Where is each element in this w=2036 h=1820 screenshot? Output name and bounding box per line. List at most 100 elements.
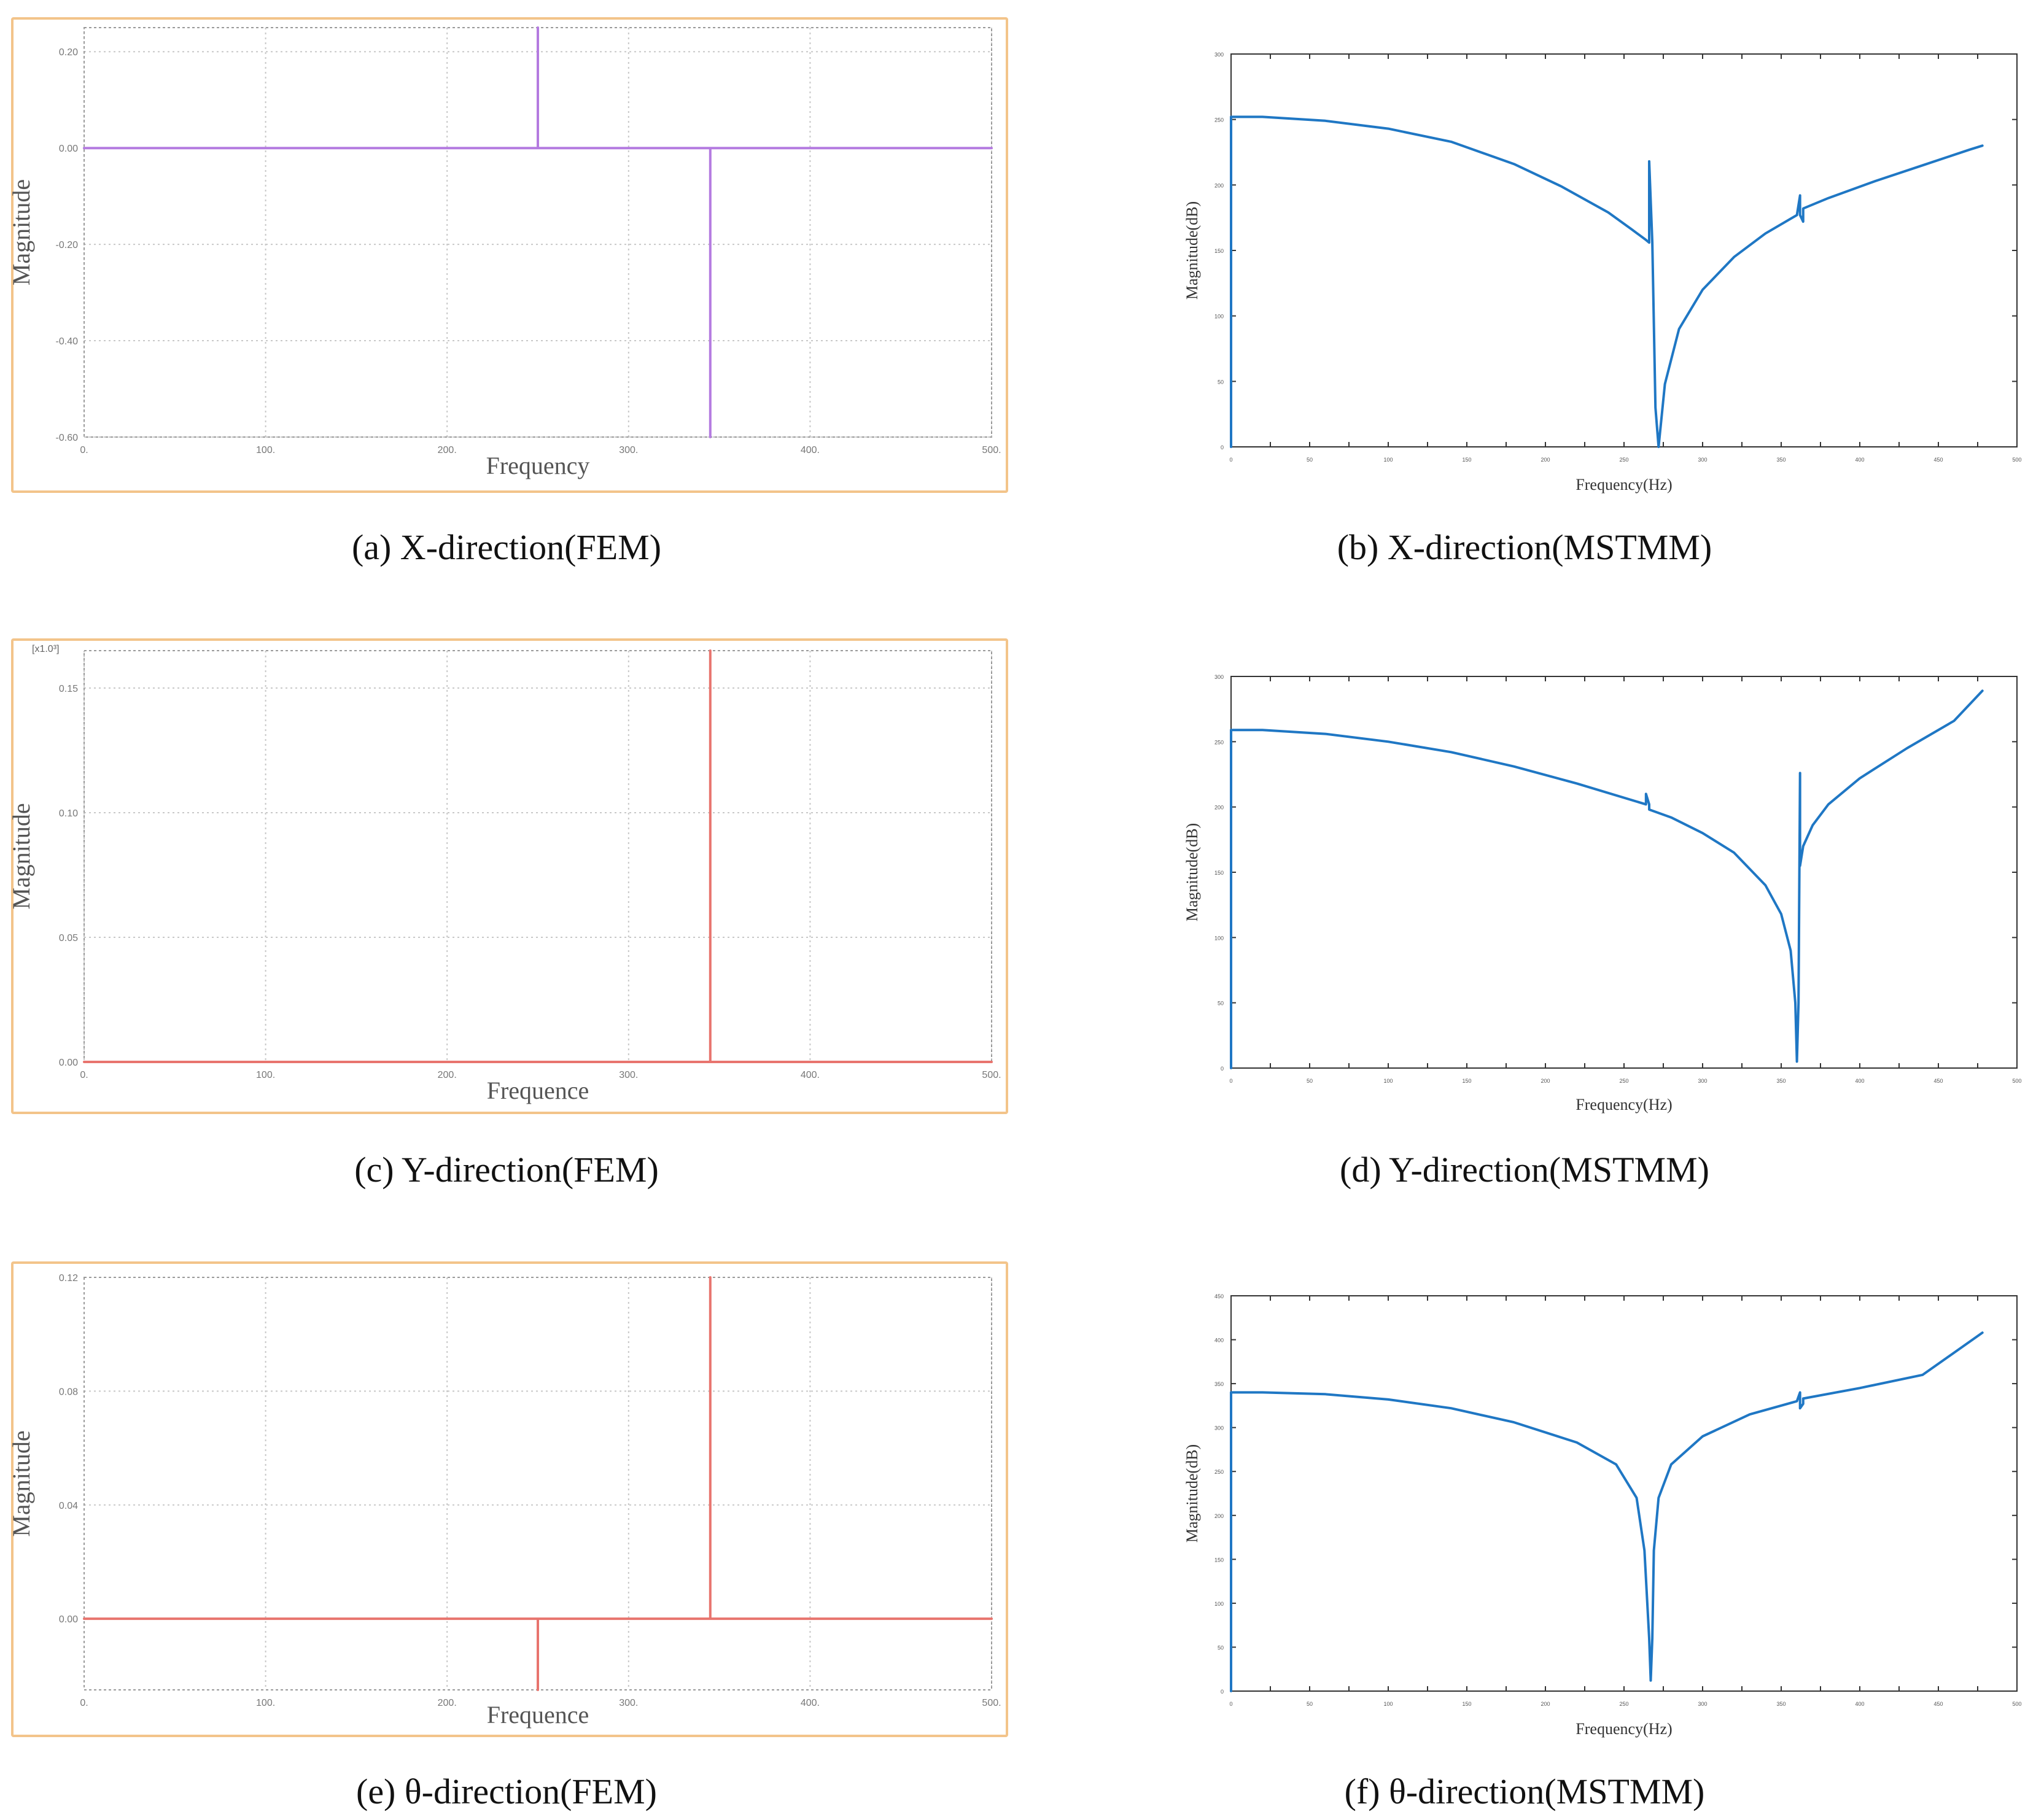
x-tick-label: 300 <box>1698 457 1707 463</box>
x-tick-label: 500. <box>982 445 1001 455</box>
x-tick-label: 500. <box>982 1698 1001 1708</box>
caption-text: (b) X-direction(MSTMM) <box>1337 527 1712 567</box>
x-tick-label: 350 <box>1776 1078 1785 1084</box>
caption-f: (f) θ-direction(MSTMM) <box>1013 1771 2036 1812</box>
y-tick-label: 0.12 <box>59 1273 78 1284</box>
x-tick-label: 100. <box>256 1070 275 1080</box>
x-tick-label: 500 <box>2012 1078 2021 1084</box>
x-tick-label: 50 <box>1307 1078 1313 1084</box>
y-axis-label: Magnitude(dB) <box>1183 823 1201 921</box>
x-tick-label: 300. <box>619 445 638 455</box>
y-tick-label: 150 <box>1214 870 1224 876</box>
panel-e: 0. 100. 200. 300. 400. 500. 0.12 0.08 0.04 0.00 Fr… <box>0 1243 1013 1820</box>
y-tick-label: 250 <box>1214 739 1224 745</box>
x-tick-label: 300 <box>1698 1078 1707 1084</box>
x-tick-label: 100 <box>1383 1701 1393 1707</box>
y-tick-label: 150 <box>1214 1557 1224 1563</box>
y-axis-label: Magnitude <box>7 803 35 909</box>
x-tick-label: 500. <box>982 1070 1001 1080</box>
panel-a: 0. 100. 200. 300. 400. 500. 0.20 0.00 -0.20 -0.40… <box>0 0 1013 589</box>
x-tick-label: 150 <box>1462 1078 1471 1084</box>
y-tick-label: 150 <box>1214 248 1224 254</box>
series-line <box>83 26 993 438</box>
plot-area <box>84 650 992 1063</box>
chart-d: 0 50 100 150 200 250 300 350 400 450 5003002502001… <box>1183 674 2022 1113</box>
x-axis-label: Frequency(Hz) <box>1576 476 1672 494</box>
x-tick-label: 450 <box>1933 1078 1943 1084</box>
chart-a: 0. 100. 200. 300. 400. 500. 0.20 0.00 -0.20 -0.40… <box>7 26 1001 479</box>
x-tick-label: 100. <box>256 445 275 455</box>
y-tick-label: 50 <box>1218 379 1224 385</box>
x-tick-label: 300 <box>1698 1701 1707 1707</box>
y-tick-label: 350 <box>1214 1381 1224 1387</box>
caption-c: (c) Y-direction(FEM) <box>0 1149 1013 1190</box>
plot-area <box>1230 1295 2018 1692</box>
x-tick-label: 150 <box>1462 1701 1471 1707</box>
x-axis-label: Frequency(Hz) <box>1576 1096 1672 1113</box>
y-axis-label: Magnitude(dB) <box>1183 201 1201 300</box>
panel-f: 0 50 100 150 200 250 300 350 400 450 500 450 400 350 3… <box>1013 1243 2036 1820</box>
chart-f: 0 50 100 150 200 250 300 350 400 450 5004504003503… <box>1183 1293 2022 1738</box>
y-tick-label: 200 <box>1214 182 1224 188</box>
y-tick-label: 100 <box>1214 314 1224 320</box>
x-tick-label: 100 <box>1383 457 1393 463</box>
x-tick-label: 350 <box>1776 457 1785 463</box>
x-axis-label: Frequency(Hz) <box>1576 1720 1672 1738</box>
caption-text: (a) X-direction(FEM) <box>351 527 662 567</box>
x-axis-label: Frequency <box>486 452 590 479</box>
x-tick-label: 250 <box>1619 457 1628 463</box>
series-line <box>1230 115 1984 448</box>
y-tick-label: 100 <box>1214 935 1224 941</box>
plot-area <box>1230 676 2018 1069</box>
y-tick-label: 450 <box>1214 1293 1224 1299</box>
series-line <box>1230 689 1984 1069</box>
y-tick-label: 0 <box>1221 1066 1224 1072</box>
x-tick-label: 400. <box>801 1698 820 1708</box>
y-tick-label: -0.20 <box>56 240 79 250</box>
x-tick-label: 0. <box>80 1698 88 1708</box>
y-tick-label: 300 <box>1214 674 1224 680</box>
y-tick-label: 200 <box>1214 1513 1224 1519</box>
x-tick-label: 150 <box>1462 457 1471 463</box>
x-tick-label: 300. <box>619 1070 638 1080</box>
caption-b: (b) X-direction(MSTMM) <box>1013 527 2036 568</box>
panel-b: 0 50 100 150 200 250 300 350 400 450 500 300 250 200 1… <box>1013 0 2036 589</box>
y-tick-label: 0.08 <box>59 1387 78 1397</box>
x-tick-label: 400 <box>1855 1701 1864 1707</box>
caption-d: (d) Y-direction(MSTMM) <box>1013 1149 2036 1190</box>
x-tick-label: 250 <box>1619 1078 1628 1084</box>
y-tick-label: 300 <box>1214 1425 1224 1431</box>
y-tick-label: 0.20 <box>59 47 78 58</box>
y-tick-label: 400 <box>1214 1338 1224 1344</box>
x-tick-label: 200. <box>438 1698 457 1708</box>
x-tick-label: 400 <box>1855 1078 1864 1084</box>
x-tick-label: 200 <box>1541 457 1550 463</box>
y-tick-label: 250 <box>1214 117 1224 123</box>
y-tick-label: 0 <box>1221 444 1224 451</box>
chart-e: 0. 100. 200. 300. 400. 500. 0.12 0.08 0.04 0.00 Fr… <box>7 1273 1001 1729</box>
y-tick-label: 0.00 <box>59 1614 78 1625</box>
y-tick-label: 0.15 <box>59 684 78 694</box>
x-tick-label: 400. <box>801 445 820 455</box>
panel-c: 0. 100. 200. 300. 400. 500. 0.15 0.10 0.05 0.00 [x… <box>0 620 1013 1209</box>
y-tick-label: 200 <box>1214 805 1224 811</box>
y-tick-label: 50 <box>1218 1001 1224 1007</box>
panel-d: 0 50 100 150 200 250 300 350 400 450 500 300 250 200 1… <box>1013 620 2036 1209</box>
x-tick-label: 0 <box>1229 457 1232 463</box>
y-tick-label: 0.00 <box>59 1058 78 1068</box>
caption-text: (f) θ-direction(MSTMM) <box>1344 1772 1705 1811</box>
series-line <box>1230 1331 1984 1692</box>
x-axis-label: Frequence <box>487 1701 589 1729</box>
plot-area <box>1230 53 2018 447</box>
series-line <box>83 1276 993 1691</box>
x-tick-label: 400 <box>1855 457 1864 463</box>
chart-b: 0 50 100 150 200 250 300 350 400 450 5003002502001… <box>1183 52 2022 494</box>
caption-text: (d) Y-direction(MSTMM) <box>1340 1150 1709 1190</box>
y-tick-label: 250 <box>1214 1469 1224 1475</box>
y-tick-label: -0.40 <box>56 336 79 347</box>
y-tick-label: 100 <box>1214 1601 1224 1607</box>
chart-c: 0. 100. 200. 300. 400. 500. 0.15 0.10 0.05 0.00 [x… <box>7 644 1001 1104</box>
y-tick-label: 300 <box>1214 52 1224 58</box>
y-tick-label: 0.04 <box>59 1501 78 1511</box>
x-tick-label: 450 <box>1933 457 1943 463</box>
